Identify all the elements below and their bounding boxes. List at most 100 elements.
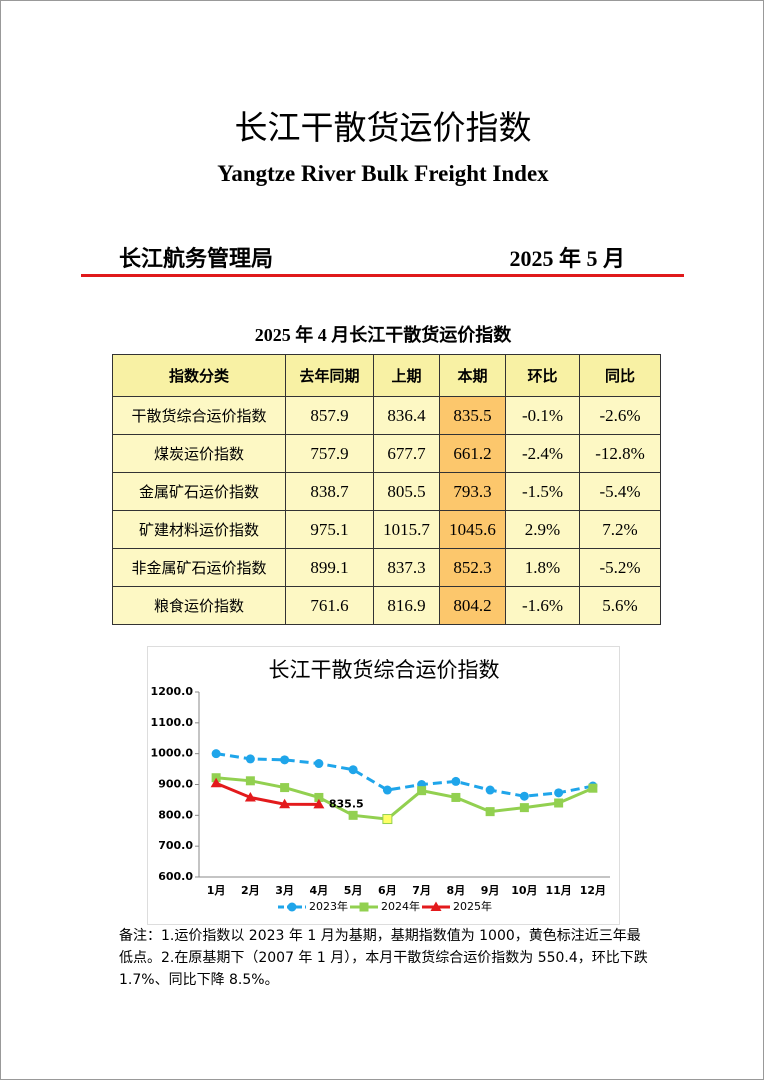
marker	[382, 814, 393, 825]
table-cell: 804.2	[439, 586, 506, 625]
legend-marker	[287, 902, 297, 912]
table-cell: 838.7	[285, 472, 374, 511]
table-cell: -2.4%	[505, 434, 580, 473]
table-cell: 835.5	[439, 396, 506, 435]
marker	[244, 791, 256, 802]
series-line	[215, 752, 594, 798]
marker	[451, 776, 461, 786]
table-cell: 矿建材料运价指数	[112, 510, 286, 549]
legend-marker	[430, 901, 442, 911]
marker	[210, 777, 222, 788]
date: 2025 年 5 月	[509, 246, 625, 271]
table-cell: 677.7	[373, 434, 440, 473]
table-cell: 1045.6	[439, 510, 506, 549]
table-cell: 793.3	[439, 472, 506, 511]
table-row: 干散货综合运价指数 857.9 836.4 835.5 -0.1% -2.6%	[112, 396, 661, 435]
x-tick-label: 12月	[580, 884, 606, 897]
marker	[313, 798, 325, 809]
x-tick-label: 11月	[545, 884, 571, 897]
marker	[280, 755, 290, 765]
marker	[554, 788, 564, 798]
title: 长江干散货运价指数	[234, 108, 532, 147]
x-tick-label: 3月	[275, 884, 294, 897]
table-cell: -5.4%	[579, 472, 661, 511]
y-tick-label: 600.0	[158, 870, 193, 883]
marker	[211, 749, 221, 759]
table-row: 煤炭运价指数 757.9 677.7 661.2 -2.4% -12.8%	[112, 434, 661, 473]
marker	[485, 785, 495, 795]
table-cell: 899.1	[285, 548, 374, 587]
table-cell: 816.9	[373, 586, 440, 625]
table-cell: 粮食运价指数	[112, 586, 286, 625]
table-row: 指数分类 去年同期 上期 本期 环比 同比	[112, 354, 661, 397]
y-tick-label: 1200.0	[151, 685, 194, 698]
table-cell: 805.5	[373, 472, 440, 511]
subtitle: Yangtze River Bulk Freight Index	[217, 161, 549, 186]
table: 指数分类 去年同期 上期 本期 环比 同比 干散货综合运价指数 857.9 836.4 835.5…	[112, 354, 661, 625]
table-cell: -12.8%	[579, 434, 661, 473]
table-cell: 852.3	[439, 548, 506, 587]
table-cell: 本期	[439, 354, 506, 397]
table-cell: 干散货综合运价指数	[112, 396, 286, 435]
marker	[519, 791, 529, 801]
table-cell: -1.5%	[505, 472, 580, 511]
marker	[451, 792, 461, 802]
table-cell: 761.6	[285, 586, 374, 625]
y-tick-label: 1000.0	[151, 747, 194, 760]
x-tick-label: 5月	[344, 884, 363, 897]
legend-label: 2025年	[453, 899, 492, 913]
table-cell: -0.1%	[505, 396, 580, 435]
table-cell: -2.6%	[579, 396, 661, 435]
table-title: 2025 年 4 月长江干散货运价指数	[254, 325, 512, 345]
marker	[211, 773, 221, 783]
table-cell: 环比	[505, 354, 580, 397]
table-cell: -1.6%	[505, 586, 580, 625]
marker	[588, 783, 598, 793]
table-cell: 同比	[579, 354, 661, 397]
legend-label: 2023年	[309, 899, 348, 913]
y-tick-label: 800.0	[158, 808, 193, 821]
marker	[280, 783, 290, 793]
table-cell: 1.8%	[505, 548, 580, 587]
x-tick-label: 6月	[378, 884, 397, 897]
legend-marker	[359, 902, 369, 912]
x-tick-label: 1月	[207, 884, 226, 897]
marker	[348, 810, 358, 820]
marker	[348, 765, 358, 775]
table-cell: 661.2	[439, 434, 506, 473]
table-cell: 1015.7	[373, 510, 440, 549]
series-line	[215, 776, 594, 821]
marker	[245, 776, 255, 786]
value-label: 835.5	[329, 797, 364, 810]
marker	[382, 785, 392, 795]
marker	[314, 759, 324, 769]
legend-label: 2024年	[381, 899, 420, 913]
table-cell: 837.3	[373, 548, 440, 587]
x-tick-label: 9月	[481, 884, 500, 897]
table-cell: 857.9	[285, 396, 374, 435]
table-cell: 975.1	[285, 510, 374, 549]
table-cell: 金属矿石运价指数	[112, 472, 286, 511]
marker	[314, 792, 324, 802]
table-cell: 2.9%	[505, 510, 580, 549]
table-cell: 指数分类	[112, 354, 286, 397]
series-line	[215, 781, 319, 806]
table-cell: 去年同期	[285, 354, 374, 397]
x-tick-label: 2月	[241, 884, 260, 897]
x-tick-label: 10月	[511, 884, 537, 897]
table-row: 矿建材料运价指数 975.1 1015.7 1045.6 2.9% 7.2%	[112, 510, 661, 549]
note: 备注：1.运价指数以 2023 年 1 月为基期，基期指数值为 1000，黄色标…	[119, 928, 648, 988]
marker	[417, 786, 427, 796]
table-cell: 757.9	[285, 434, 374, 473]
org: 长江航务管理局	[119, 247, 274, 272]
chart-title: 长江干散货综合运价指数	[269, 658, 500, 682]
table-cell: 煤炭运价指数	[112, 434, 286, 473]
marker	[519, 803, 529, 813]
x-tick-label: 8月	[447, 884, 466, 897]
x-tick-label: 7月	[412, 884, 431, 897]
marker	[554, 798, 564, 808]
table-row: 非金属矿石运价指数 899.1 837.3 852.3 1.8% -5.2%	[112, 548, 661, 587]
marker	[245, 754, 255, 764]
y-tick-label: 900.0	[158, 778, 193, 791]
